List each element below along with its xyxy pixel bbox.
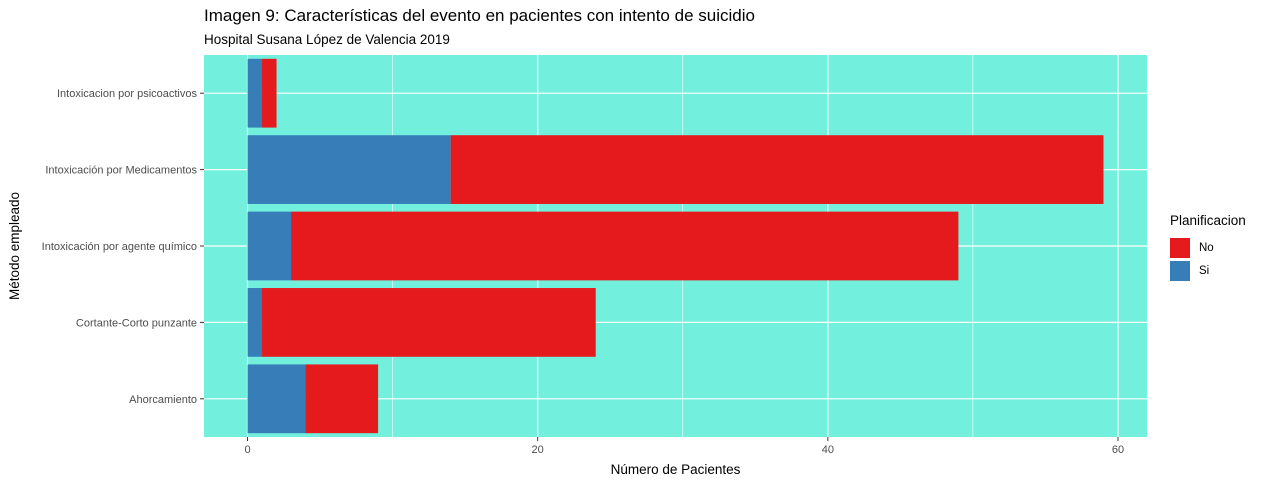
legend-label-no: No [1199,241,1214,254]
chart-subtitle: Hospital Susana López de Valencia 2019 [204,32,450,47]
x-axis-title: Número de Pacientes [611,462,741,477]
bar-no [305,364,379,434]
legend-item-no: No [1170,236,1246,259]
bar-no [262,288,596,357]
y-tick-label: Cortante-Corto punzante [76,317,197,329]
bar-no [291,211,959,281]
bar-no [450,135,1104,204]
bar-si [247,58,263,128]
legend-label-si: Si [1199,264,1210,277]
bar-si [247,211,292,281]
legend-swatch-si [1170,260,1190,281]
x-tick-label: 60 [1112,444,1124,456]
legend: Planificacion No Si [1170,213,1246,282]
bar-si [247,288,263,357]
x-tick-label: 0 [244,444,250,456]
x-tick-label: 20 [532,444,544,456]
y-tick-label: Intoxicación por Medicamentos [45,165,197,177]
legend-item-si: Si [1170,259,1246,282]
y-tick-label: Intoxicación por agente químico [42,241,197,253]
bar-no [262,58,277,128]
y-tick-label: Ahorcamiento [129,394,197,406]
bar-si [247,135,451,204]
y-tick-label: Intoxicacion por psicoactivos [57,88,198,100]
bar-si [247,364,306,434]
chart-title: Imagen 9: Características del evento en … [204,6,755,25]
legend-swatch-no [1170,237,1190,258]
x-tick-label: 40 [822,444,834,456]
y-axis-title: Método empleado [7,192,22,300]
legend-title: Planificacion [1170,213,1246,228]
